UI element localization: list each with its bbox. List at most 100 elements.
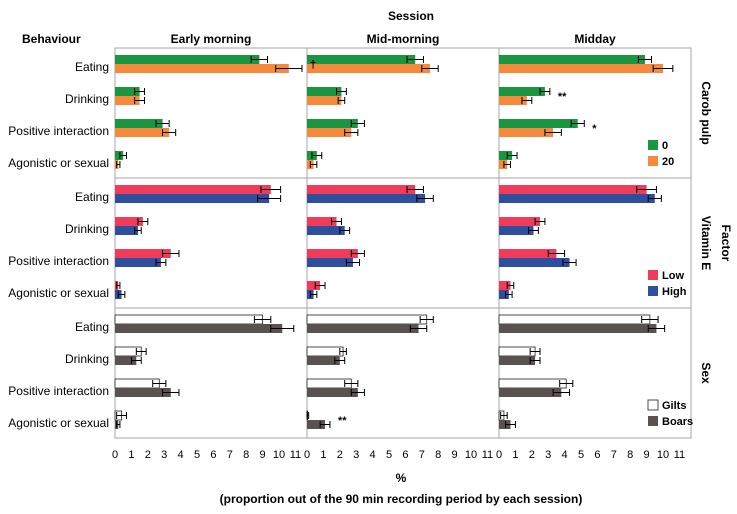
x-tick-label: 8: [243, 449, 249, 461]
x-tick-label: 7: [611, 449, 617, 461]
x-tick-label: 5: [386, 449, 392, 461]
bar: [499, 420, 511, 429]
category-label: Eating: [75, 320, 109, 334]
bar: [307, 128, 352, 137]
bar: [307, 217, 337, 226]
bar: [115, 217, 143, 226]
bar: [499, 281, 511, 290]
x-tick-label: 8: [435, 449, 441, 461]
bar: [306, 346, 344, 357]
significance-annotation: **: [338, 415, 347, 427]
bar: [115, 55, 260, 64]
bar: [307, 226, 345, 235]
bar: [115, 249, 171, 258]
legend-label: Low: [662, 270, 684, 282]
bar: [499, 249, 557, 258]
bar: [307, 356, 340, 365]
legend-label: Boars: [662, 416, 693, 428]
significance-annotation: †: [310, 59, 316, 71]
x-tick-label: 4: [370, 449, 376, 461]
category-label: Positive interaction: [8, 254, 109, 268]
bar: [115, 64, 289, 73]
x-tick-label: 2: [529, 449, 535, 461]
bar: [499, 194, 655, 203]
bar: [115, 194, 270, 203]
legend-label: High: [662, 286, 687, 298]
category-label: Positive interaction: [8, 124, 109, 138]
x-tick-label: 1: [512, 449, 518, 461]
behaviour-header: Behaviour: [22, 32, 81, 46]
x-tick-label: 7: [419, 449, 425, 461]
x-tick-label: 1: [128, 449, 134, 461]
category-label: Drinking: [65, 352, 109, 366]
category-label: Agonistic or sexual: [8, 156, 109, 170]
x-tick-label: 10: [657, 449, 669, 461]
bar: [307, 388, 358, 397]
category-label: Agonistic or sexual: [8, 286, 109, 300]
bar: [115, 356, 137, 365]
panel-frame: [498, 307, 692, 439]
bar: [499, 55, 645, 64]
factor-axis-label: Factor: [719, 225, 733, 262]
x-tick-label: 11: [290, 449, 301, 461]
x-tick-label: 4: [178, 449, 184, 461]
bar: [499, 356, 536, 365]
x-tick-label: 10: [273, 449, 285, 461]
x-tick-label: 6: [210, 449, 216, 461]
factor-label: Sex: [699, 362, 713, 384]
bar: [115, 226, 138, 235]
bar: [499, 185, 647, 194]
bar: [499, 160, 508, 169]
bar: [114, 314, 264, 325]
x-tick-label: 10: [465, 449, 477, 461]
factor-label: Carob pulp: [699, 81, 713, 144]
bar: [499, 151, 513, 160]
category-label: Positive interaction: [8, 384, 109, 398]
bar: [499, 87, 545, 96]
legend-label: Gilts: [662, 400, 686, 412]
x-tick-label: 11: [674, 449, 685, 461]
bar: [499, 290, 509, 299]
bar: [499, 128, 554, 137]
bar: [307, 185, 416, 194]
x-tick-label: 0: [112, 449, 118, 461]
bar: [307, 55, 416, 64]
legend-label: 0: [662, 140, 668, 152]
bar: [499, 388, 562, 397]
x-tick-label: 3: [161, 449, 167, 461]
bar: [307, 96, 342, 105]
x-tick-label: 0: [304, 449, 310, 461]
legend-swatch: [647, 399, 659, 411]
x-tick-label: 9: [260, 449, 266, 461]
bar: [307, 119, 358, 128]
x-tick-label: 9: [452, 449, 458, 461]
legend-swatch: [648, 140, 658, 150]
bar: [115, 128, 170, 137]
bar: [498, 314, 651, 325]
category-label: Eating: [75, 190, 109, 204]
x-tick-label: 11: [482, 449, 493, 461]
bar: [499, 226, 534, 235]
bar: [115, 119, 163, 128]
x-tick-label: 2: [337, 449, 343, 461]
session-header: Mid-morning: [367, 32, 440, 46]
category-label: Agonistic or sexual: [8, 416, 109, 430]
factor-label: Vitamin E: [699, 216, 713, 270]
bar: [307, 324, 419, 333]
x-tick-label: 5: [578, 449, 584, 461]
category-label: Drinking: [65, 92, 109, 106]
bar: [499, 258, 570, 267]
session-title: Session: [388, 9, 434, 23]
significance-annotation: *: [592, 123, 597, 135]
category-label: Drinking: [65, 222, 109, 236]
x-axis-note: (proportion out of the 90 min recording …: [220, 492, 583, 506]
bar: [307, 64, 430, 73]
category-label: Eating: [75, 60, 109, 74]
x-tick-label: 4: [562, 449, 568, 461]
legend-swatch: [648, 156, 658, 166]
bar: [115, 258, 161, 267]
x-tick-label: 0: [496, 449, 502, 461]
x-tick-label: 5: [194, 449, 200, 461]
bar: [499, 324, 657, 333]
